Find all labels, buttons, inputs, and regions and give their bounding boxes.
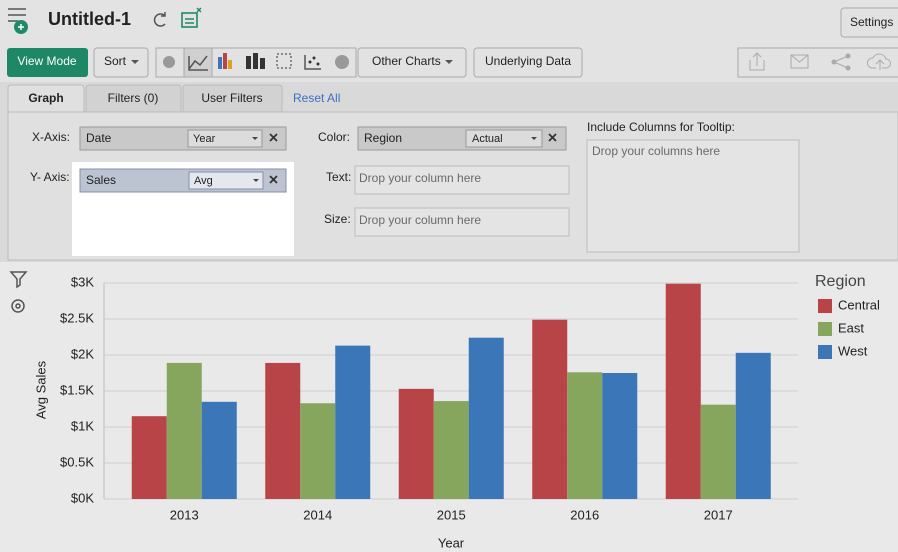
bar <box>602 373 638 499</box>
refresh-icon[interactable] <box>153 12 166 27</box>
x-tick-label: 2015 <box>437 507 466 522</box>
bar <box>201 401 237 499</box>
view-mode-label: View Mode <box>17 54 76 68</box>
filter-icon[interactable] <box>9 271 28 289</box>
aggregate: Avg <box>194 175 213 187</box>
legend-label: Central <box>838 297 880 312</box>
tooltip-label: Include Columns for Tooltip: <box>587 120 735 134</box>
save-icon[interactable] <box>181 7 202 28</box>
field-name: Sales <box>86 173 116 187</box>
bar <box>166 362 202 499</box>
y-tick-label: $2.5K <box>60 310 94 325</box>
legend-title: Region <box>815 273 866 290</box>
text-label: Text: <box>326 170 351 184</box>
x-tick-label: 2017 <box>704 507 733 522</box>
x-tick-label: 2014 <box>303 507 332 522</box>
y-tick-label: $2K <box>71 346 94 361</box>
x-axis-title: Year <box>438 535 465 550</box>
x-tick-label: 2013 <box>170 507 199 522</box>
bar <box>265 362 301 499</box>
x-axis-field[interactable]: Date Year <box>79 126 287 151</box>
y-axis-label: Y- Axis: <box>30 170 70 184</box>
y-tick-label: $3K <box>71 274 94 289</box>
field-name: Date <box>86 131 112 145</box>
settings-button[interactable]: Settings <box>840 7 898 38</box>
legend-swatch <box>818 299 832 313</box>
field-name: Region <box>364 131 402 145</box>
color-field[interactable]: Region Actual <box>357 126 567 151</box>
y-axis-title: Avg Sales <box>33 360 48 419</box>
placeholder: Drop your columns here <box>592 144 720 158</box>
placeholder: Drop your column here <box>359 213 481 227</box>
x-tick-label: 2016 <box>570 507 599 522</box>
bar <box>700 404 736 499</box>
size-label: Size: <box>324 212 351 226</box>
size-drop[interactable] <box>354 207 570 237</box>
legend-swatch <box>818 345 832 359</box>
bar <box>665 283 701 499</box>
bar <box>300 403 336 499</box>
sort-label: Sort <box>104 54 127 68</box>
placeholder: Drop your column here <box>359 171 481 185</box>
bar <box>735 352 771 499</box>
underlying-data-label: Underlying Data <box>485 54 571 68</box>
sort-button[interactable]: Sort <box>93 47 149 78</box>
other-charts-label: Other Charts <box>372 54 441 68</box>
tab-label: User Filters <box>201 91 262 105</box>
y-tick-label: $0.5K <box>60 454 94 469</box>
aggregate: Actual <box>472 133 503 145</box>
tab[interactable]: Graph <box>7 84 85 113</box>
y-axis-field[interactable]: Sales Avg <box>79 168 287 193</box>
gear-icon[interactable] <box>11 299 25 313</box>
aggregate: Year <box>193 133 216 145</box>
bar <box>335 345 371 499</box>
tab-label: Filters (0) <box>108 91 159 105</box>
bar <box>532 319 568 499</box>
x-axis-label: X-Axis: <box>32 130 70 144</box>
bar <box>131 416 167 499</box>
reset-all-link[interactable]: Reset All <box>293 91 340 105</box>
legend-swatch <box>818 322 832 336</box>
color-label: Color: <box>318 130 350 144</box>
tab-label: Graph <box>28 91 63 105</box>
y-tick-label: $0K <box>71 490 94 505</box>
y-tick-label: $1K <box>71 418 94 433</box>
legend-label: West <box>838 343 868 358</box>
other-charts-button[interactable]: Other Charts <box>357 47 467 78</box>
chart-type-icons[interactable] <box>155 47 357 78</box>
tab[interactable]: Filters (0) <box>85 84 182 113</box>
text-drop[interactable] <box>354 165 570 195</box>
report-title: Untitled-1 <box>48 9 131 29</box>
share-icons[interactable] <box>737 47 898 78</box>
bar <box>433 401 469 499</box>
menu-icon[interactable] <box>8 8 28 34</box>
bar <box>398 388 434 499</box>
y-tick-label: $1.5K <box>60 382 94 397</box>
legend-label: East <box>838 320 864 335</box>
top-bar <box>0 0 898 44</box>
chart: Year Avg Sales Region $0K $0.5K $1K $1.5K $2… <box>33 273 880 550</box>
underlying-data-button[interactable]: Underlying Data <box>473 47 583 78</box>
bar <box>468 337 504 499</box>
tooltip-drop[interactable] <box>586 139 800 253</box>
settings-label: Settings <box>850 15 893 29</box>
tab[interactable]: User Filters <box>182 84 283 113</box>
view-mode-button[interactable]: View Mode <box>7 48 88 77</box>
bar <box>567 372 603 499</box>
